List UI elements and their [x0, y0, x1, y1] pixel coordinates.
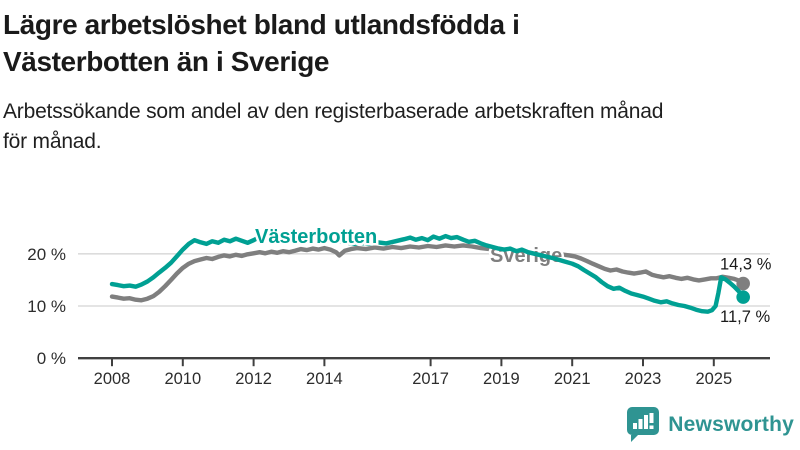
series-line-sverige: [109, 243, 746, 303]
x-tick-label: 2025: [695, 370, 732, 388]
bar-chart-speech-bubble-icon: [627, 407, 660, 442]
end-value-label-sverige: 14,3 %: [720, 256, 772, 274]
series-label-västerbotten: Västerbotten: [255, 226, 377, 248]
header: Lägre arbetslöshet bland utlandsfödda i …: [3, 6, 797, 157]
chart-subtitle: Arbetssökande som andel av den registerb…: [3, 97, 797, 157]
newsworthy-logo[interactable]: Newsworthy: [626, 406, 794, 443]
x-tick-label: 2017: [412, 370, 449, 388]
x-tick-label: 2021: [554, 370, 591, 388]
page-title: Lägre arbetslöshet bland utlandsfödda i …: [3, 6, 797, 80]
subtitle-line-1: Arbetssökande som andel av den registerb…: [3, 100, 664, 123]
x-tick-label: 2014: [306, 370, 343, 388]
x-tick-label: 2019: [483, 370, 520, 388]
title-line-1: Lägre arbetslöshet bland utlandsfödda i: [3, 9, 520, 40]
brand-name: Newsworthy: [668, 412, 794, 436]
series-end-dot-sverige: [736, 276, 750, 291]
x-tick-label: 2008: [94, 370, 131, 388]
y-tick-label: 0 %: [37, 349, 66, 368]
end-value-label-västerbotten: 11,7 %: [720, 308, 770, 326]
y-tick-label: 20 %: [27, 245, 66, 264]
x-tick-label: 2023: [625, 370, 662, 388]
series-line-västerbotten: [109, 233, 746, 314]
series-end-dot-västerbotten: [736, 290, 750, 304]
y-tick-label: 10 %: [27, 297, 66, 316]
x-tick-label: 2010: [164, 370, 201, 388]
subtitle-line-2: för månad.: [3, 130, 102, 153]
title-line-2: Västerbotten än i Sverige: [3, 46, 330, 77]
x-tick-label: 2012: [235, 370, 272, 388]
